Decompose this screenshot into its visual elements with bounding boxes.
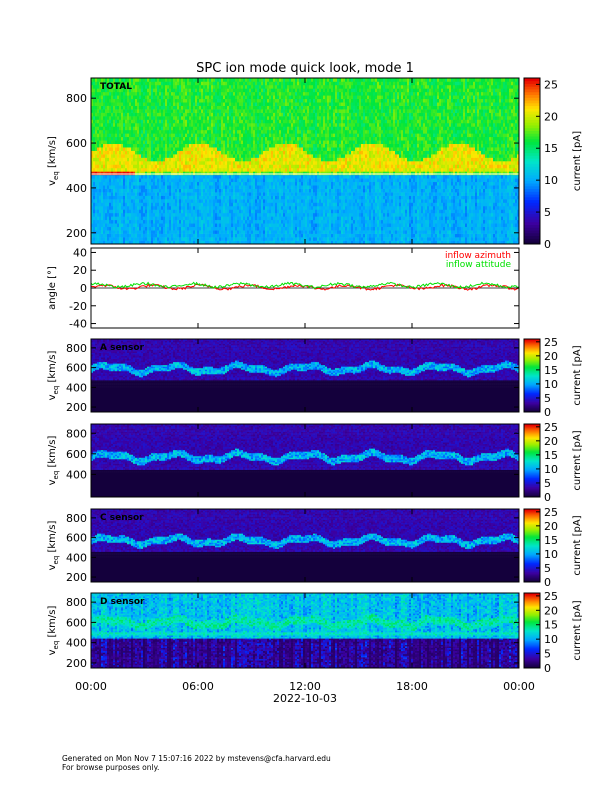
colorbar-tick-label: 0 (544, 576, 551, 589)
colorbar-tick-label: 20 (544, 520, 558, 533)
legend-entry: inflow attitude (446, 260, 512, 270)
y-tick-label: 800 (66, 427, 87, 440)
y-axis-label: veq [km/s] (47, 351, 60, 401)
y-tick-label: 400 (66, 637, 87, 650)
colorbar-tick-label: 10 (544, 174, 558, 187)
colorbar-tick-label: 15 (544, 364, 558, 377)
x-tick-label: 06:00 (182, 680, 214, 693)
colorbar-tick-label: 25 (544, 506, 558, 519)
y-tick-label: 800 (66, 596, 87, 609)
colorbar-tick-label: 25 (544, 78, 558, 91)
y-tick-label: 600 (66, 448, 87, 461)
y-axis-label: veq [km/s] (47, 521, 60, 571)
colorbar-tick-label: 0 (544, 406, 551, 419)
x-axis-label: 2022-10-03 (273, 692, 337, 705)
y-axis-label: veq [km/s] (47, 136, 60, 186)
y-tick-label: 200 (66, 401, 87, 414)
heatmap-panel-3 (91, 424, 519, 497)
y-tick-label: 600 (66, 616, 87, 629)
y-tick-label: 200 (66, 227, 87, 240)
colorbar-tick-label: 25 (544, 590, 558, 603)
y-tick-label: 400 (66, 468, 87, 481)
panel-label: C sensor (100, 513, 144, 523)
colorbar-0: 0 5 10 15 20 25 current [pA] (524, 78, 583, 251)
colorbar-tick-label: 25 (544, 421, 558, 434)
x-tick-label: 00:00 (75, 680, 107, 693)
colorbar-label: current [pA] (572, 345, 583, 405)
colorbar-tick-label: 0 (544, 238, 551, 251)
y-tick-label: 400 (66, 381, 87, 394)
y-tick-label: 400 (66, 182, 87, 195)
colorbar-tick-label: 15 (544, 142, 558, 155)
y-axis-label: veq [km/s] (47, 436, 60, 486)
colorbar-tick-label: 20 (544, 604, 558, 617)
y-tick-label: 40 (73, 246, 87, 259)
x-tick-label: 18:00 (396, 680, 428, 693)
chart-title: SPC ion mode quick look, mode 1 (196, 61, 414, 76)
colorbar-tick-label: 5 (544, 392, 551, 405)
y-tick-label: 400 (66, 551, 87, 564)
y-tick-label: 800 (66, 342, 87, 355)
y-tick-label: 200 (66, 657, 87, 670)
colorbar-tick-label: 5 (544, 206, 551, 219)
footer-note: For browse purposes only. (62, 763, 331, 772)
footer: Generated on Mon Nov 7 15:07:16 2022 by … (62, 754, 331, 772)
colorbar-tick-label: 10 (544, 633, 558, 646)
colorbar-tick-label: 10 (544, 463, 558, 476)
panel-label: TOTAL (100, 82, 132, 92)
colorbar-tick-label: 0 (544, 491, 551, 504)
panel-label: A sensor (100, 343, 145, 353)
y-tick-label: 600 (66, 532, 87, 545)
y-tick-label: 0 (80, 282, 87, 295)
y-tick-label: -40 (69, 318, 87, 331)
heatmap-panel-2 (91, 339, 519, 412)
panel-label: D sensor (100, 597, 145, 607)
y-tick-label: 600 (66, 362, 87, 375)
colorbar-tick-label: 20 (544, 110, 558, 123)
colorbar-tick-label: 5 (544, 477, 551, 490)
colorbar-label: current [pA] (572, 515, 583, 575)
heatmap-panel-4 (91, 509, 519, 582)
colorbar-tick-label: 15 (544, 449, 558, 462)
colorbar-tick-label: 15 (544, 534, 558, 547)
heatmap-panel-5 (91, 593, 519, 668)
y-tick-label: -20 (69, 300, 87, 313)
heatmap-panel-0 (91, 78, 519, 244)
colorbar-tick-label: 10 (544, 378, 558, 391)
y-tick-label: 20 (73, 264, 87, 277)
colorbar-tick-label: 5 (544, 562, 551, 575)
colorbar-tick-label: 10 (544, 548, 558, 561)
colorbar-tick-label: 20 (544, 435, 558, 448)
y-tick-label: 800 (66, 512, 87, 525)
y-tick-label: 200 (66, 571, 87, 584)
colorbar-tick-label: 0 (544, 662, 551, 675)
y-tick-label: 800 (66, 92, 87, 105)
colorbar-label: current [pA] (572, 600, 583, 660)
y-axis-label: angle [°] (47, 266, 58, 310)
y-tick-label: 600 (66, 137, 87, 150)
colorbar-tick-label: 5 (544, 648, 551, 661)
colorbar-tick-label: 15 (544, 619, 558, 632)
colorbar-tick-label: 25 (544, 336, 558, 349)
colorbar-label: current [pA] (572, 430, 583, 490)
colorbar-tick-label: 20 (544, 350, 558, 363)
footer-generated: Generated on Mon Nov 7 15:07:16 2022 by … (62, 754, 331, 763)
colorbar-label: current [pA] (572, 131, 583, 191)
x-tick-label: 00:00 (503, 680, 535, 693)
y-axis-label: veq [km/s] (47, 606, 60, 656)
